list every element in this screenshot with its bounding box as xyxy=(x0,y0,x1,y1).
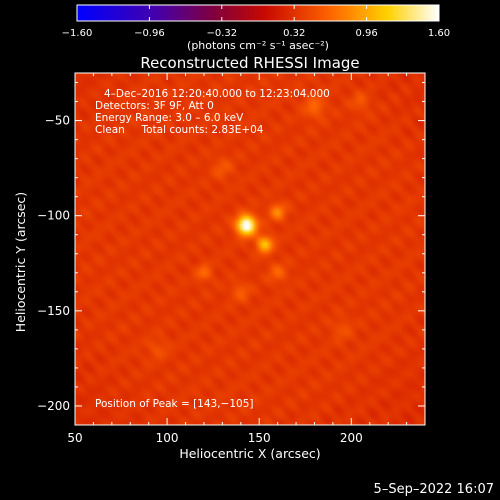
y-axis-label: Heliocentric Y (arcsec) xyxy=(13,192,28,332)
generation-timestamp: 5–Sep–2022 16:07 xyxy=(373,482,494,497)
x-axis-tick-label: 150 xyxy=(248,431,271,445)
annotation-total-counts: Clean Total counts: 2.83E+04 xyxy=(95,124,264,136)
y-axis-tick-label: −150 xyxy=(37,304,70,318)
colorbar-tick-label: 0.32 xyxy=(283,28,305,39)
colorbar-tick-label: 0.96 xyxy=(355,28,377,39)
x-axis-tick-label: 200 xyxy=(340,431,363,445)
colorbar-frame xyxy=(76,4,440,22)
colorbar-gradient xyxy=(77,5,439,21)
y-axis-tick-label: −100 xyxy=(37,209,70,223)
annotation-time-range: 4–Dec–2016 12:20:40.000 to 12:23:04.000 xyxy=(104,88,330,100)
colorbar-tick-label: 1.60 xyxy=(428,28,450,39)
colorbar-tick-label: −1.60 xyxy=(62,28,93,39)
colorbar-tick-label: −0.32 xyxy=(206,28,237,39)
annotation-energy-range: Energy Range: 3.0 – 6.0 keV xyxy=(95,112,244,124)
x-axis-tick-label: 100 xyxy=(156,431,179,445)
colorbar-tick-label: −0.96 xyxy=(134,28,165,39)
image-panel: 50 100 150 200 −50 −100 −150 −200 xyxy=(37,72,426,445)
x-axis-label: Heliocentric X (arcsec) xyxy=(179,446,320,461)
colorbar-unit-label: (photons cm⁻² s⁻¹ asec⁻²) xyxy=(187,39,329,52)
observation-info: 4–Dec–2016 12:20:40.000 to 12:23:04.000 … xyxy=(95,88,330,136)
y-axis-tick-label: −50 xyxy=(45,114,70,128)
colorbar: −1.60 −0.96 −0.32 0.32 0.96 1.60 (photons cm⁻… xyxy=(62,4,450,52)
x-axis-tick-label: 50 xyxy=(67,431,82,445)
y-axis-tick-label: −200 xyxy=(37,399,70,413)
rhessi-intensity-map xyxy=(75,73,425,425)
plot-frame xyxy=(74,72,426,426)
chart-title: Reconstructed RHESSI Image xyxy=(140,54,359,72)
annotation-detectors: Detectors: 3F 9F, Att 0 xyxy=(95,100,214,112)
peak-position-label: Position of Peak = [143,−105] xyxy=(95,398,254,410)
